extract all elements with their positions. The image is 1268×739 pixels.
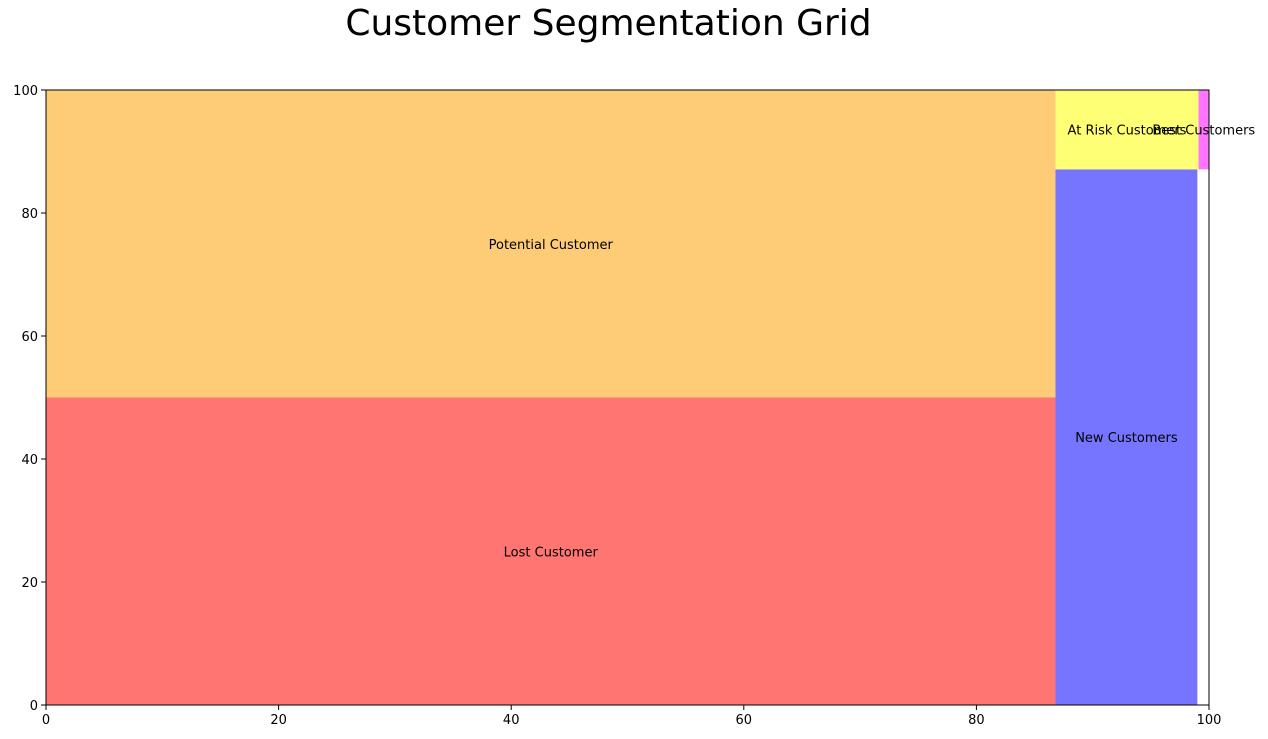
y-tick-label: 0 xyxy=(30,699,38,714)
segment-lost-customer xyxy=(46,397,1056,705)
x-axis: 0 20 40 60 80 100 xyxy=(42,705,1222,728)
segment-label-at-risk-customers: At Risk Customers xyxy=(1068,124,1187,139)
x-tick-label: 20 xyxy=(270,713,287,728)
segment-labels: Lost Customer Potential Customer New Custo… xyxy=(489,124,1256,561)
x-tick-label: 0 xyxy=(42,713,50,728)
x-tick-label: 100 xyxy=(1197,713,1222,728)
y-tick-label: 60 xyxy=(21,330,38,345)
x-tick-label: 60 xyxy=(736,713,753,728)
segment-potential-customer xyxy=(46,90,1056,398)
y-tick-label: 80 xyxy=(21,207,38,222)
segment-label-new-customers: New Customers xyxy=(1075,431,1178,446)
y-tick-label: 20 xyxy=(21,576,38,591)
segment-new-customers xyxy=(1055,169,1198,705)
segment-label-lost-customer: Lost Customer xyxy=(504,545,599,560)
segment-rects xyxy=(46,90,1209,705)
plot-frame xyxy=(45,89,1210,706)
y-axis: 0 20 40 60 80 100 xyxy=(13,84,46,714)
segment-label-potential-customer: Potential Customer xyxy=(489,238,614,253)
segment-at-risk-customers xyxy=(1055,90,1199,170)
y-tick-label: 100 xyxy=(13,84,38,99)
chart-title: Customer Segmentation Grid xyxy=(345,3,872,44)
segment-label-best-customers: Best Customers xyxy=(1152,124,1255,139)
y-tick-label: 40 xyxy=(21,453,38,468)
segment-best-customers xyxy=(1198,90,1209,170)
x-tick-label: 40 xyxy=(503,713,520,728)
x-tick-label: 80 xyxy=(968,713,985,728)
